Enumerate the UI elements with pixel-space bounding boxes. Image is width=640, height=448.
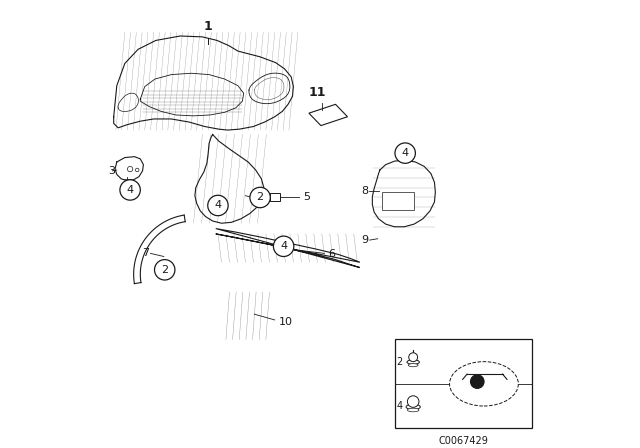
Circle shape [409, 353, 418, 362]
Text: 7: 7 [142, 248, 149, 258]
Circle shape [208, 195, 228, 215]
Text: 4: 4 [214, 200, 221, 211]
Text: 9: 9 [361, 235, 368, 245]
Text: 5: 5 [303, 193, 310, 202]
Text: 2: 2 [257, 193, 264, 202]
Text: 4: 4 [397, 401, 403, 411]
Ellipse shape [449, 362, 518, 406]
Circle shape [273, 236, 294, 257]
Ellipse shape [407, 360, 419, 364]
Text: 4: 4 [280, 241, 287, 251]
Circle shape [408, 396, 419, 407]
Circle shape [136, 168, 139, 172]
Text: 11: 11 [309, 86, 326, 99]
Circle shape [127, 167, 132, 172]
Bar [382, 192, 414, 210]
Ellipse shape [406, 404, 420, 409]
Text: 6: 6 [328, 249, 335, 259]
Text: C0067429: C0067429 [438, 435, 488, 446]
Text: 10: 10 [279, 317, 293, 327]
Text: 8: 8 [361, 186, 368, 196]
Bar [270, 193, 280, 201]
Text: 3: 3 [108, 166, 115, 176]
Circle shape [120, 180, 140, 200]
Circle shape [154, 259, 175, 280]
Text: 2: 2 [397, 357, 403, 366]
Text: 4: 4 [402, 148, 409, 158]
Text: 4: 4 [127, 185, 134, 195]
Bar [394, 340, 532, 428]
Circle shape [470, 375, 484, 388]
Circle shape [395, 143, 415, 164]
Text: 1: 1 [204, 20, 212, 33]
Ellipse shape [408, 408, 419, 412]
Text: 2: 2 [161, 265, 168, 275]
Ellipse shape [408, 364, 418, 367]
Circle shape [250, 187, 270, 208]
